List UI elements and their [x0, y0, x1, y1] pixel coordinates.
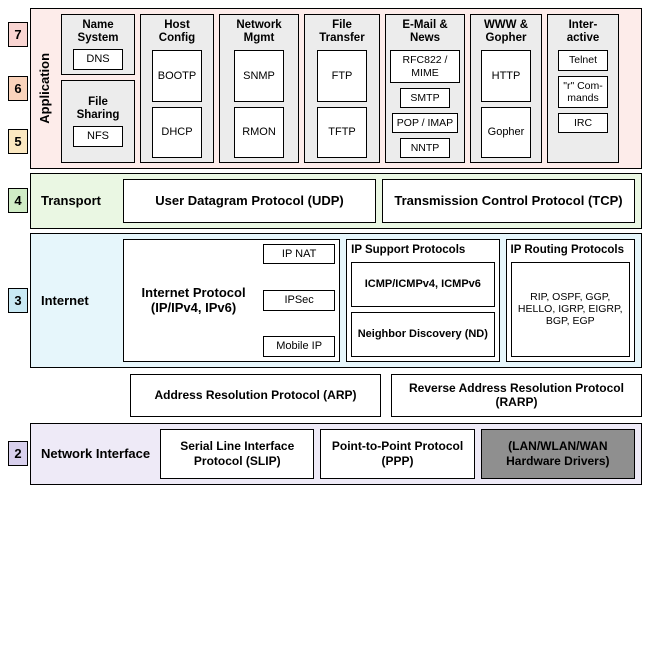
osi-numbers-app: 7 6 5: [8, 8, 30, 169]
transport-label: Transport: [37, 179, 117, 223]
col-name-file: Name System DNS File Sharing NFS: [61, 14, 135, 163]
proto-bootp: BOOTP: [152, 50, 202, 101]
arp-row: Address Resolution Protocol (ARP) Revers…: [8, 372, 642, 419]
proto-ppp: Point-to-Point Protocol (PPP): [320, 429, 474, 479]
transport-layer: Transport User Datagram Protocol (UDP) T…: [30, 173, 642, 229]
netif-row: 2 Network Interface Serial Line Interfac…: [8, 423, 642, 485]
proto-rfc822: RFC822 / MIME: [390, 50, 460, 82]
proto-mobileip: Mobile IP: [263, 336, 335, 357]
proto-arp: Address Resolution Protocol (ARP): [130, 374, 381, 417]
proto-popimap: POP / IMAP: [392, 113, 458, 133]
netif-label: Network Interface: [37, 429, 154, 479]
group-net-mgmt: Network Mgmt SNMP RMON: [219, 14, 299, 163]
proto-ipnat: IP NAT: [263, 244, 335, 265]
proto-udp: User Datagram Protocol (UDP): [123, 179, 376, 223]
group-ip: Internet Protocol (IP/IPv4, IPv6) IP NAT…: [123, 239, 340, 362]
ip-routing-title: IP Routing Protocols: [511, 244, 625, 257]
group-name-system: Name System DNS: [61, 14, 135, 75]
proto-gopher: Gopher: [481, 107, 531, 158]
osi-6: 6: [8, 76, 28, 101]
name-system-title: Name System: [66, 19, 130, 45]
osi-numbers-netif: 2: [8, 423, 30, 485]
application-label: Application: [37, 14, 55, 163]
file-transfer-title: File Transfer: [309, 19, 375, 45]
group-www: WWW & Gopher HTTP Gopher: [470, 14, 542, 163]
group-file-sharing: File Sharing NFS: [61, 80, 135, 163]
group-host-config: Host Config BOOTP DHCP: [140, 14, 214, 163]
osi-numbers-internet: 3: [8, 233, 30, 368]
host-config-title: Host Config: [145, 19, 209, 45]
email-news-title: E-Mail & News: [390, 19, 460, 45]
proto-tftp: TFTP: [317, 107, 367, 158]
internet-label: Internet: [37, 239, 117, 362]
www-title: WWW & Gopher: [475, 19, 537, 45]
proto-hw: (LAN/WLAN/WAN Hardware Drivers): [481, 429, 635, 479]
group-ip-support: IP Support Protocols ICMP/ICMPv4, ICMPv6…: [346, 239, 499, 362]
proto-http: HTTP: [481, 50, 531, 101]
proto-slip: Serial Line Interface Protocol (SLIP): [160, 429, 314, 479]
proto-irc: IRC: [558, 113, 608, 133]
proto-dhcp: DHCP: [152, 107, 202, 158]
proto-rarp: Reverse Address Resolution Protocol (RAR…: [391, 374, 642, 417]
proto-snmp: SNMP: [234, 50, 284, 101]
ip-label: Internet Protocol (IP/IPv4, IPv6): [128, 244, 259, 357]
proto-ftp: FTP: [317, 50, 367, 101]
internet-layer: Internet Internet Protocol (IP/IPv4, IPv…: [30, 233, 642, 368]
proto-smtp: SMTP: [400, 88, 450, 108]
proto-rmon: RMON: [234, 107, 284, 158]
proto-ipsec: IPSec: [263, 290, 335, 311]
proto-routing-list: RIP, OSPF, GGP, HELLO, IGRP, EIGRP, BGP,…: [511, 262, 630, 357]
interactive-title: Inter- active: [567, 19, 600, 45]
proto-icmp: ICMP/ICMPv4, ICMPv6: [351, 262, 494, 307]
file-sharing-title: File Sharing: [66, 96, 130, 122]
osi-2: 2: [8, 441, 28, 466]
osi-7: 7: [8, 22, 28, 47]
osi-5: 5: [8, 129, 28, 154]
osi-4: 4: [8, 188, 28, 213]
proto-telnet: Telnet: [558, 50, 608, 70]
proto-dns: DNS: [73, 49, 123, 70]
proto-nntp: NNTP: [400, 138, 450, 158]
group-email-news: E-Mail & News RFC822 / MIME SMTP POP / I…: [385, 14, 465, 163]
group-file-transfer: File Transfer FTP TFTP: [304, 14, 380, 163]
application-row: 7 6 5 Application Name System DNS File S…: [8, 8, 642, 169]
group-interactive: Inter- active Telnet "r" Com- mands IRC: [547, 14, 619, 163]
transport-row: 4 Transport User Datagram Protocol (UDP)…: [8, 173, 642, 229]
osi-numbers-transport: 4: [8, 173, 30, 229]
net-mgmt-title: Network Mgmt: [224, 19, 294, 45]
osi-3: 3: [8, 288, 28, 313]
group-ip-routing: IP Routing Protocols RIP, OSPF, GGP, HEL…: [506, 239, 635, 362]
ip-support-title: IP Support Protocols: [351, 244, 465, 257]
proto-rcmd: "r" Com- mands: [558, 76, 608, 108]
application-layer: Application Name System DNS File Sharing…: [30, 8, 642, 169]
netif-layer: Network Interface Serial Line Interface …: [30, 423, 642, 485]
proto-nfs: NFS: [73, 126, 123, 147]
proto-tcp: Transmission Control Protocol (TCP): [382, 179, 635, 223]
internet-row: 3 Internet Internet Protocol (IP/IPv4, I…: [8, 233, 642, 368]
proto-nd: Neighbor Discovery (ND): [351, 312, 494, 357]
